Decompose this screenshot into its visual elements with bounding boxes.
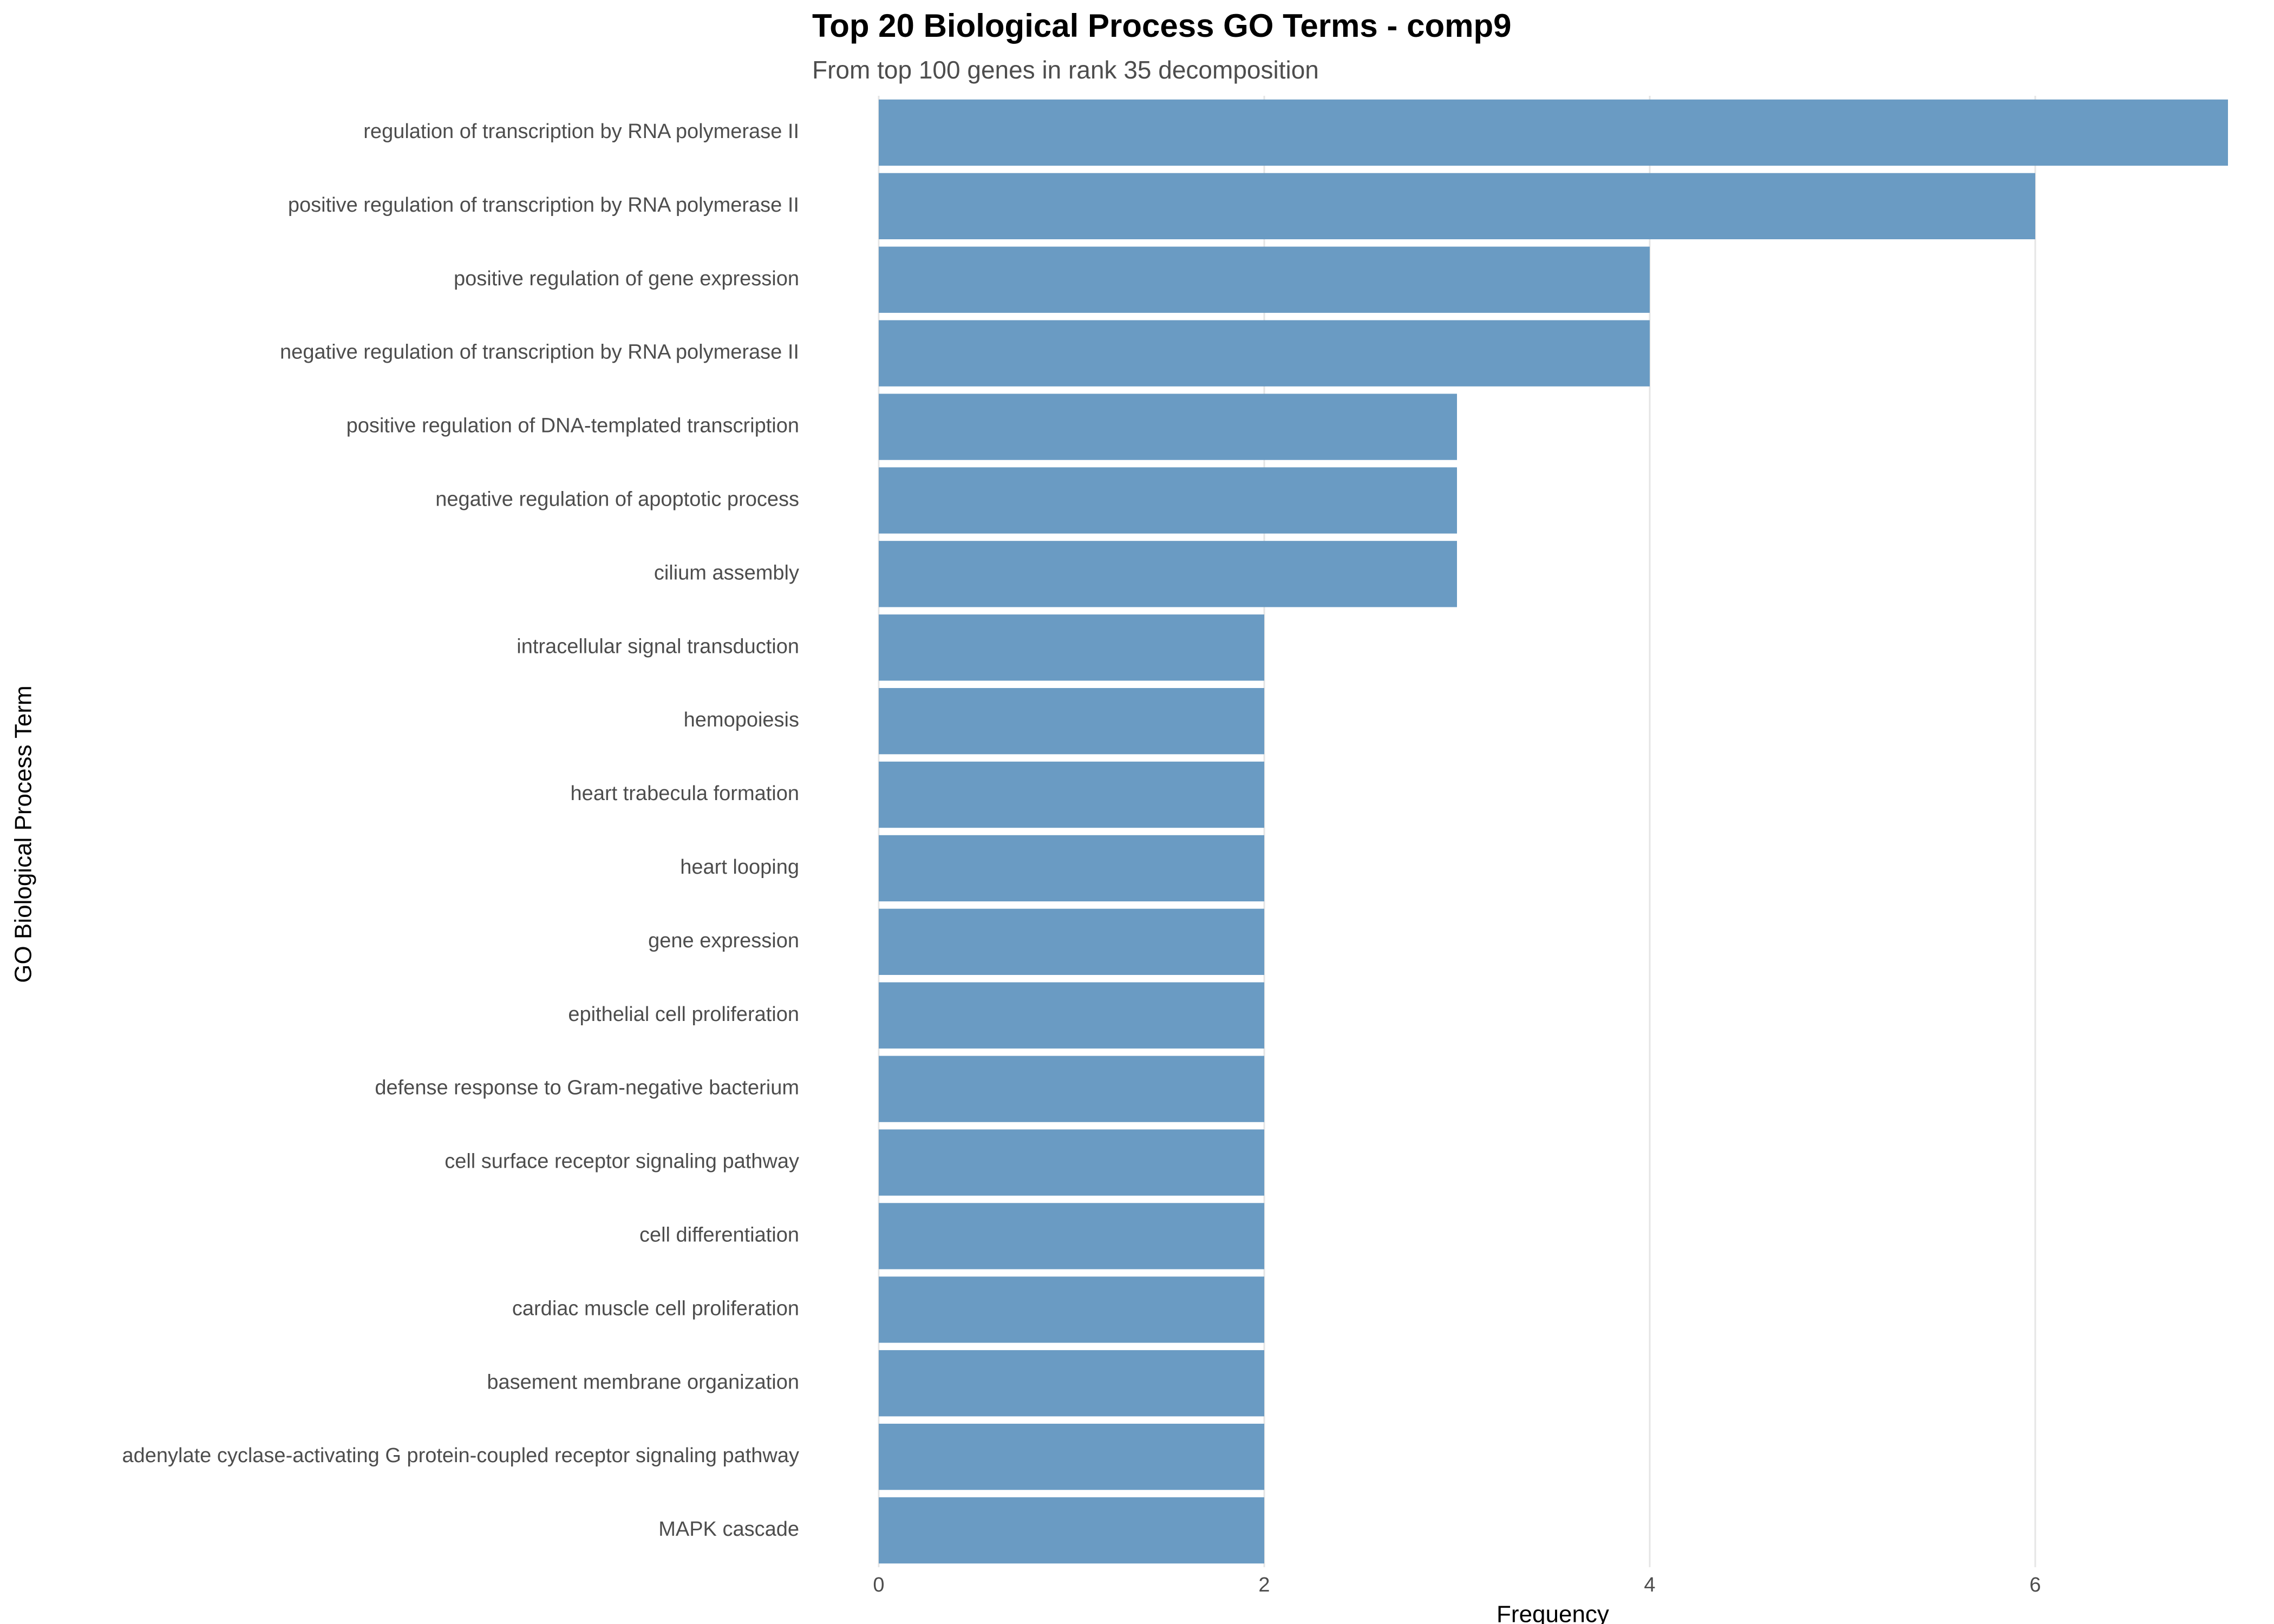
bar — [879, 467, 1457, 534]
y-tick-label: MAPK cascade — [658, 1518, 799, 1541]
y-tick-label: heart trabecula formation — [571, 782, 799, 805]
y-tick-label: negative regulation of apoptotic process — [435, 488, 799, 510]
chart-subtitle: From top 100 genes in rank 35 decomposit… — [812, 56, 1319, 84]
x-tick-label: 2 — [1258, 1574, 1270, 1596]
x-tick-label: 0 — [873, 1574, 884, 1596]
y-tick-label: cardiac muscle cell proliferation — [512, 1297, 799, 1320]
bar — [879, 1350, 1264, 1417]
y-tick-label: gene expression — [648, 929, 799, 952]
bar — [879, 761, 1264, 828]
y-tick-label: adenylate cyclase-activating G protein-c… — [122, 1444, 800, 1467]
bar — [879, 173, 2035, 240]
bar — [879, 1276, 1264, 1343]
y-tick-label: cell surface receptor signaling pathway — [445, 1150, 799, 1173]
y-tick-label: defense response to Gram-negative bacter… — [375, 1077, 799, 1099]
bar — [879, 1203, 1264, 1269]
bar — [879, 982, 1264, 1049]
y-tick-label: positive regulation of gene expression — [454, 267, 799, 290]
bar — [879, 1497, 1264, 1564]
y-tick-label: positive regulation of DNA-templated tra… — [347, 415, 799, 437]
bar — [879, 1129, 1264, 1196]
y-tick-label: positive regulation of transcription by … — [288, 194, 799, 217]
x-tick-label: 6 — [2029, 1574, 2041, 1596]
bar — [879, 394, 1457, 460]
bar — [879, 908, 1264, 975]
bar — [879, 1056, 1264, 1122]
y-tick-label: heart looping — [680, 856, 799, 879]
bar — [879, 99, 2228, 166]
y-tick-label: cell differentiation — [639, 1223, 799, 1246]
bar — [879, 320, 1650, 387]
y-tick-label: regulation of transcription by RNA polym… — [363, 120, 799, 143]
chart-title: Top 20 Biological Process GO Terms - com… — [812, 8, 1511, 44]
y-tick-label: basement membrane organization — [487, 1371, 799, 1393]
bar — [879, 541, 1457, 607]
y-tick-label: epithelial cell proliferation — [568, 1003, 799, 1026]
bar — [879, 1423, 1264, 1490]
y-tick-label: negative regulation of transcription by … — [280, 341, 799, 364]
y-tick-label: hemopoiesis — [684, 709, 799, 731]
y-tick-label: cilium assembly — [654, 561, 799, 584]
bar — [879, 835, 1264, 902]
x-axis-title: Frequency — [1497, 1601, 1609, 1624]
y-tick-label: intracellular signal transduction — [517, 635, 799, 658]
bar — [879, 246, 1650, 313]
bar — [879, 687, 1264, 755]
y-axis-title: GO Biological Process Term — [10, 685, 37, 983]
bar — [879, 614, 1264, 681]
x-tick-label: 4 — [1644, 1574, 1655, 1596]
